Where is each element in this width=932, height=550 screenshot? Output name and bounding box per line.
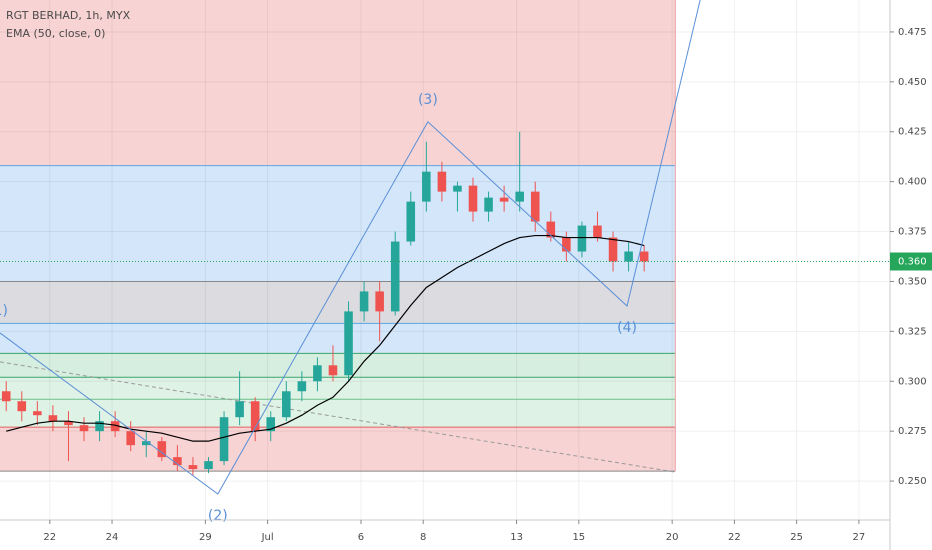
wave-label: (1) (0, 303, 8, 319)
candle-body (468, 185, 478, 212)
candle-body (79, 425, 89, 432)
y-tick-label: 0.350 (898, 276, 927, 287)
candle-body (313, 365, 322, 382)
candle-body (173, 457, 182, 466)
y-tick-label: 0.400 (898, 177, 927, 188)
candle-body (422, 171, 431, 202)
candle-body (406, 201, 416, 242)
x-tick-label: 8 (420, 532, 426, 543)
zone (0, 281, 676, 324)
candle-body (266, 417, 276, 432)
candle-body (141, 441, 151, 446)
candle-body (328, 365, 338, 376)
y-tick-label: 0.250 (898, 476, 927, 487)
x-tick-label: 6 (358, 532, 364, 543)
chart-title: RGT BERHAD, 1h, MYX (6, 9, 131, 22)
candle-body (188, 465, 198, 470)
candle-body (250, 401, 260, 432)
y-tick-label: 0.375 (898, 227, 927, 238)
candle-body (608, 237, 618, 262)
candle-body (33, 411, 42, 416)
x-tick-label: 22 (728, 532, 741, 543)
candle-body (562, 237, 571, 252)
wave-label: (3) (418, 92, 438, 108)
candle-body (453, 185, 462, 192)
candle-body (95, 421, 104, 432)
x-tick-label: 22 (43, 532, 56, 543)
candle-body (437, 171, 447, 192)
candle-body (282, 391, 291, 418)
candle-body (126, 431, 135, 446)
candle-body (48, 415, 58, 422)
zone (0, 377, 676, 400)
candle-body (235, 401, 244, 418)
zone (0, 323, 676, 354)
candle-body (577, 225, 587, 252)
x-tick-label: 15 (572, 532, 585, 543)
x-tick-label: 25 (790, 532, 803, 543)
candle-body (390, 241, 400, 312)
candle-body (593, 225, 602, 238)
x-tick-label: 29 (199, 532, 212, 543)
candle-body (375, 291, 384, 312)
plot-area: (1) (2) (3) (4) (0, 0, 890, 524)
candle-body (1, 391, 11, 402)
candle-body (530, 191, 540, 222)
y-tick-label: 0.450 (898, 77, 927, 88)
wave-label: (2) (208, 508, 228, 524)
ema-line (6, 234, 645, 442)
candle-body (484, 197, 493, 212)
candle-body (297, 381, 307, 392)
wave-label: (4) (617, 320, 637, 336)
zone (0, 165, 676, 282)
zone (0, 353, 676, 378)
candle-body (157, 441, 167, 458)
candle-body (219, 417, 229, 462)
candle-body (204, 461, 213, 470)
zone (0, 427, 676, 472)
x-tick-label: 27 (853, 532, 866, 543)
candle-body (64, 421, 73, 426)
y-tick-label: 0.425 (898, 127, 927, 138)
last-price-label: 0.360 (898, 256, 927, 267)
x-tick-label: Jul (261, 532, 274, 543)
y-tick-label: 0.275 (898, 426, 927, 437)
x-tick-label: 13 (510, 532, 523, 543)
y-tick-label: 0.300 (898, 376, 927, 387)
axes: 0.250 0.275 0.300 0.325 0.350 0.375 0.400 0.425… (43, 27, 932, 543)
candle-body (499, 197, 509, 202)
candle-body (110, 421, 120, 432)
indicator-label: EMA (50, close, 0) (6, 27, 105, 40)
candle-body (624, 251, 633, 262)
trend-line (0, 361, 676, 473)
x-tick-label: 20 (666, 532, 679, 543)
candle-body (546, 221, 556, 238)
candle-body (639, 251, 649, 262)
last-price-box (890, 252, 932, 271)
candle-body (17, 401, 27, 412)
wave-line (0, 0, 701, 495)
candle-body (515, 191, 524, 202)
y-tick-label: 0.475 (898, 27, 927, 38)
candle-body (359, 291, 369, 312)
x-tick-label: 24 (106, 532, 119, 543)
zone (0, 0, 676, 166)
candle-body (344, 311, 353, 376)
y-tick-label: 0.325 (898, 326, 927, 337)
